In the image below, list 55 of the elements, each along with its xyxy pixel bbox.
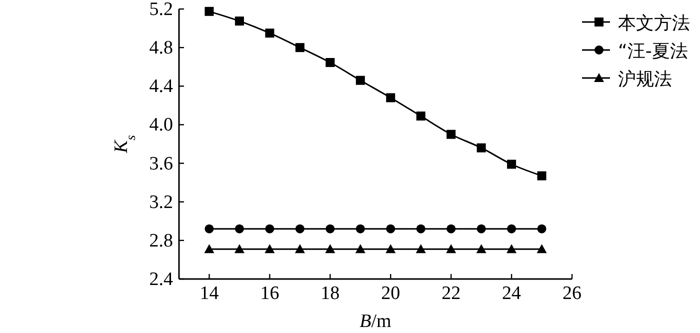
x-tick-label: 20: [381, 283, 400, 304]
point: [536, 244, 547, 254]
point: [234, 16, 244, 26]
point: [204, 224, 214, 234]
point: [326, 224, 335, 234]
y-tick-label: 4.4: [149, 76, 174, 98]
x-tick-label: 26: [562, 283, 582, 304]
point: [446, 224, 456, 234]
point: [537, 224, 546, 234]
point: [386, 224, 396, 234]
point: [507, 160, 516, 169]
y-tick-label: 3.6: [149, 153, 173, 174]
point: [265, 28, 274, 38]
y-tick-label: 3.2: [149, 192, 173, 213]
y-tick-label: 2.8: [149, 230, 173, 252]
point: [476, 244, 486, 254]
point: [234, 224, 244, 234]
x-tick-label: 22: [442, 283, 461, 304]
point: [355, 244, 366, 254]
point: [507, 224, 516, 234]
point: [325, 244, 336, 254]
x-tick-label: 16: [260, 283, 280, 304]
point: [476, 143, 486, 152]
point: [386, 93, 396, 102]
point: [537, 171, 546, 180]
point: [416, 112, 426, 121]
point: [204, 244, 214, 254]
y-tick-label: 5.2: [149, 0, 173, 20]
point: [264, 244, 275, 254]
point: [295, 43, 304, 52]
point: [356, 76, 365, 85]
point: [476, 224, 486, 234]
x-tick-label: 14: [200, 283, 220, 304]
point: [416, 224, 426, 234]
y-tick-label: 4.8: [149, 38, 173, 59]
point: [386, 244, 396, 254]
point: [356, 224, 365, 234]
y-tick-label: 2.4: [149, 269, 174, 290]
point: [295, 224, 304, 234]
x-axis-title: B/m: [360, 311, 392, 332]
point: [204, 6, 214, 16]
point: [265, 224, 274, 234]
point: [446, 130, 456, 139]
legend-label: 本文方法: [618, 13, 690, 34]
point: [234, 244, 244, 254]
y-tick-label: 4.0: [149, 114, 173, 136]
x-tick-label: 18: [320, 283, 340, 304]
legend-label: 沪规法: [618, 69, 672, 90]
point: [416, 244, 426, 254]
point: [294, 244, 305, 254]
point: [446, 244, 456, 254]
legend-label: “汪-夏法: [618, 41, 688, 62]
point: [326, 58, 335, 68]
point: [506, 244, 517, 254]
x-tick-label: 24: [502, 283, 522, 304]
